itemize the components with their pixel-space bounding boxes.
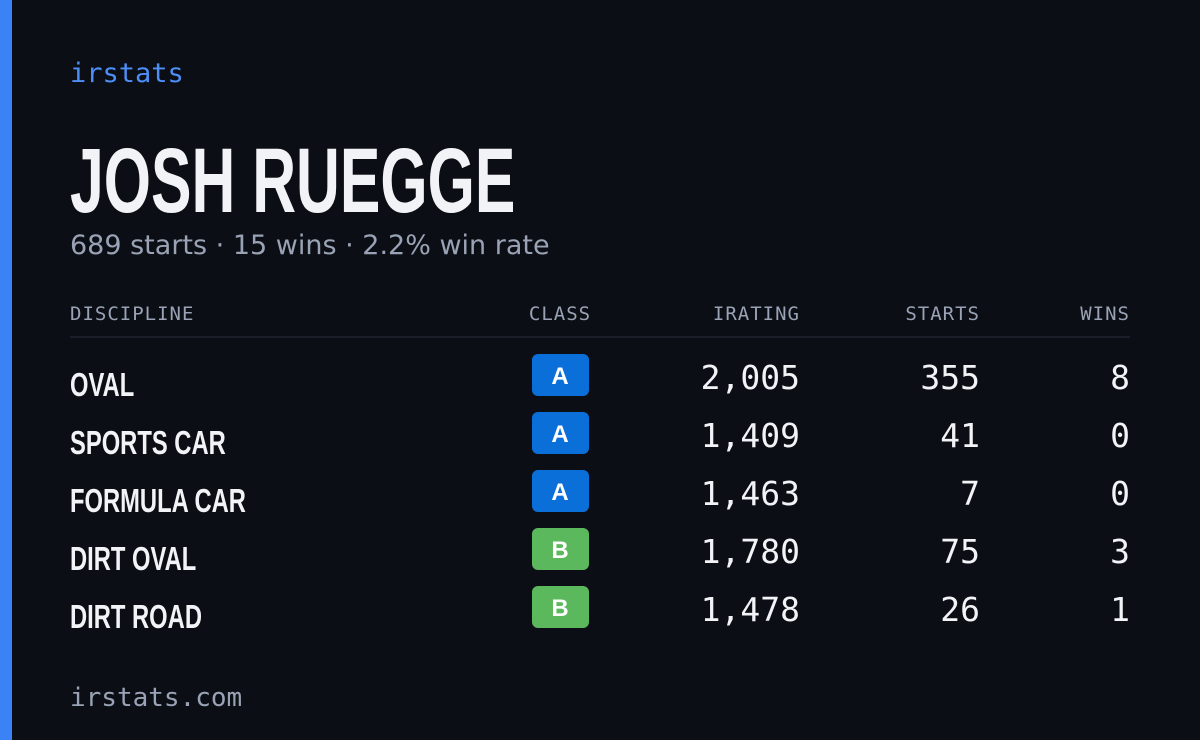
discipline: OVAL: [70, 367, 134, 404]
class-letter: B: [551, 537, 568, 564]
column-header: DISCIPLINE: [70, 303, 194, 325]
irating-value: 1,409: [701, 416, 800, 455]
starts-value: 7: [960, 474, 980, 513]
class-badge: [532, 528, 589, 570]
discipline: FORMULA CAR: [70, 483, 246, 520]
accent-bar: [0, 0, 12, 740]
wins-value: 8: [1110, 358, 1130, 397]
class-badge: [532, 354, 589, 396]
discipline: SPORTS CAR: [70, 425, 226, 462]
column-header: WINS: [1080, 303, 1130, 325]
driver-summary: 689 starts · 15 wins · 2.2% win rate: [70, 230, 550, 261]
starts-value: 75: [940, 532, 980, 571]
stats-table: DISCIPLINE CLASS IRATING STARTS WINS OVAL A 2,0…: [70, 303, 1130, 636]
wins-value: 3: [1110, 532, 1130, 571]
column-header: CLASS: [529, 303, 591, 325]
column-header: STARTS: [905, 303, 980, 325]
footer-url: irstats.com: [70, 683, 242, 713]
class-badge: [532, 586, 589, 628]
class-letter: A: [551, 363, 568, 390]
irating-value: 1,780: [701, 532, 800, 571]
brand: irstats: [70, 58, 184, 89]
irating-value: 2,005: [701, 358, 800, 397]
wins-value: 0: [1110, 474, 1130, 513]
starts-value: 41: [940, 416, 980, 455]
class-badge: [532, 470, 589, 512]
class-badge: [532, 412, 589, 454]
discipline: DIRT OVAL: [70, 541, 196, 578]
discipline: DIRT ROAD: [70, 599, 202, 636]
class-letter: B: [551, 595, 568, 622]
irating-value: 1,463: [701, 474, 800, 513]
class-letter: A: [551, 421, 568, 448]
irating-value: 1,478: [701, 590, 800, 629]
starts-value: 26: [940, 590, 980, 629]
driver-name: JOSH RUEGGE: [70, 128, 515, 232]
wins-value: 0: [1110, 416, 1130, 455]
wins-value: 1: [1110, 590, 1130, 629]
class-letter: A: [551, 479, 568, 506]
starts-value: 355: [920, 358, 980, 397]
column-header: IRATING: [713, 303, 800, 325]
